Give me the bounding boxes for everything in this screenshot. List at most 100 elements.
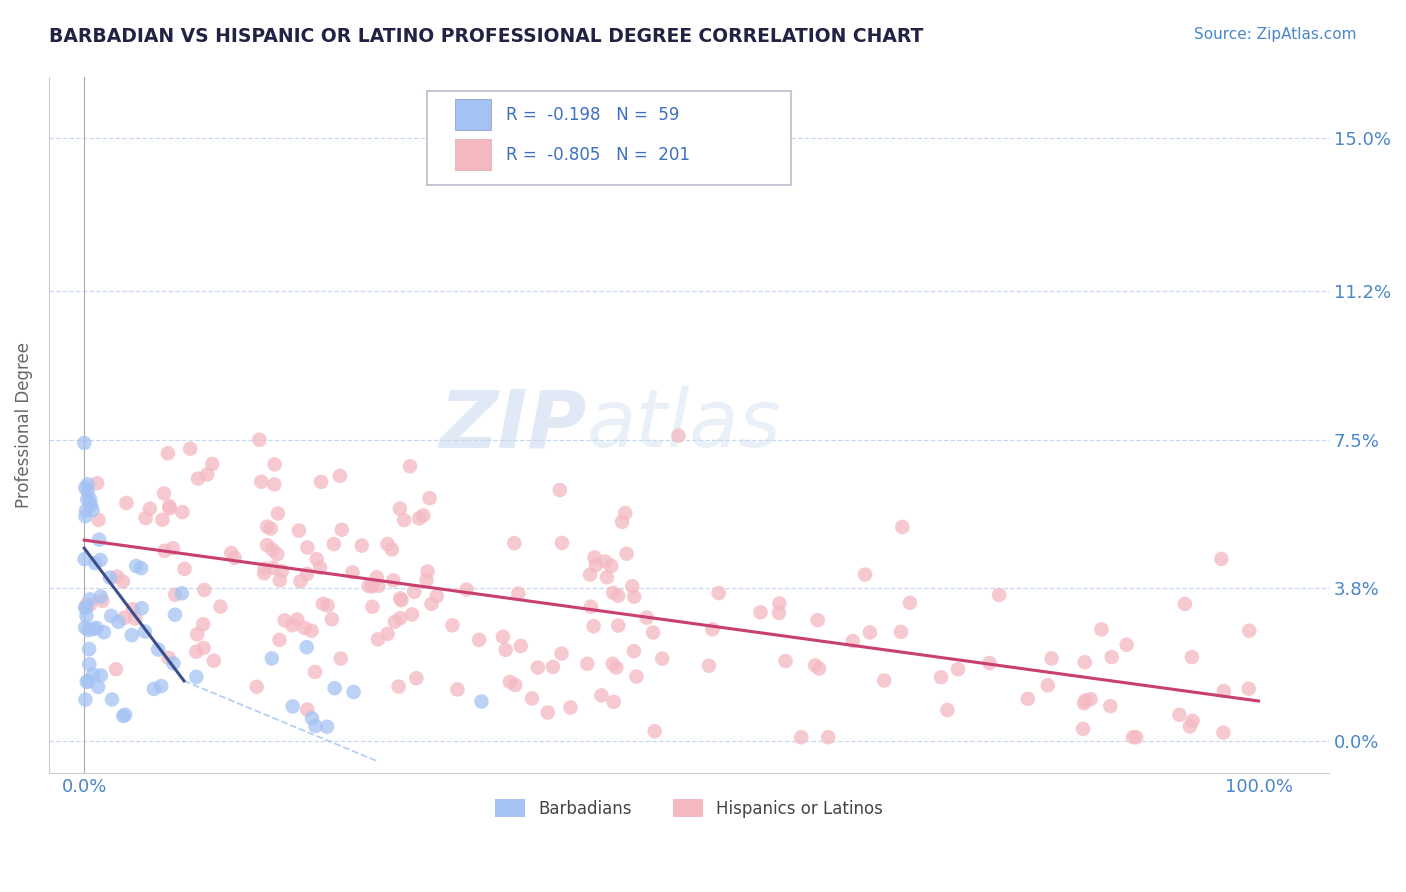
Point	[271, 564, 294, 578]
Point	[1071, 722, 1094, 736]
Point	[607, 618, 630, 632]
Point	[585, 558, 607, 572]
Point	[297, 702, 319, 716]
Point	[636, 610, 658, 624]
Point	[112, 709, 135, 723]
Point	[76, 484, 98, 499]
Point	[294, 621, 316, 635]
Point	[1073, 696, 1095, 710]
Point	[107, 615, 129, 629]
Point	[1212, 725, 1234, 739]
Point	[644, 724, 666, 739]
Point	[1074, 693, 1097, 707]
Point	[80, 498, 103, 512]
Point	[1212, 684, 1234, 698]
Point	[202, 654, 225, 668]
Point	[86, 621, 108, 635]
Point	[79, 598, 101, 612]
Point	[361, 599, 384, 614]
Point	[86, 476, 108, 491]
Point	[73, 552, 96, 566]
Point	[173, 562, 195, 576]
Point	[593, 554, 616, 568]
Point	[1074, 655, 1097, 669]
Y-axis label: Professional Degree: Professional Degree	[15, 343, 32, 508]
Point	[172, 505, 194, 519]
Point	[266, 547, 288, 561]
Point	[817, 730, 839, 744]
Point	[139, 501, 162, 516]
Point	[1017, 691, 1039, 706]
Point	[179, 442, 201, 456]
Point	[134, 624, 156, 639]
Point	[623, 644, 645, 658]
Point	[201, 457, 224, 471]
Point	[301, 624, 323, 638]
Point	[1211, 552, 1233, 566]
Point	[295, 566, 318, 581]
Point	[1090, 623, 1112, 637]
Point	[157, 650, 180, 665]
Point	[159, 501, 181, 516]
Point	[100, 609, 122, 624]
Point	[305, 552, 328, 566]
Point	[651, 651, 673, 665]
FancyBboxPatch shape	[454, 139, 491, 170]
Point	[1080, 692, 1102, 706]
Point	[256, 538, 278, 552]
Point	[256, 519, 278, 533]
Point	[1237, 681, 1260, 696]
Point	[707, 586, 730, 600]
Point	[156, 446, 179, 460]
Point	[509, 639, 531, 653]
Point	[150, 679, 173, 693]
Point	[84, 556, 107, 570]
Point	[399, 459, 422, 474]
Point	[859, 625, 882, 640]
Point	[79, 592, 101, 607]
Legend: Barbadians, Hispanics or Latinos: Barbadians, Hispanics or Latinos	[488, 793, 890, 824]
Point	[77, 642, 100, 657]
Point	[285, 612, 308, 626]
Point	[125, 559, 148, 574]
Point	[124, 611, 146, 625]
Point	[75, 609, 97, 624]
Point	[163, 607, 186, 622]
Point	[191, 617, 214, 632]
Point	[79, 657, 101, 672]
Point	[1168, 707, 1191, 722]
Text: R =  -0.805   N =  201: R = -0.805 N = 201	[506, 145, 690, 164]
Point	[76, 674, 98, 689]
Point	[775, 654, 797, 668]
Point	[135, 511, 157, 525]
Point	[77, 674, 100, 689]
Point	[79, 492, 101, 507]
Point	[342, 685, 364, 699]
Point	[260, 522, 283, 536]
Point	[263, 458, 285, 472]
Point	[456, 582, 478, 597]
Point	[114, 707, 136, 722]
Point	[602, 586, 624, 600]
Point	[499, 674, 522, 689]
Point	[121, 628, 143, 642]
Point	[416, 565, 439, 579]
Point	[749, 606, 772, 620]
Point	[111, 574, 134, 589]
Point	[297, 541, 319, 555]
Point	[1115, 638, 1137, 652]
Point	[384, 615, 406, 629]
Point	[560, 700, 582, 714]
Point	[165, 588, 187, 602]
Point	[583, 550, 606, 565]
Point	[187, 472, 209, 486]
Point	[263, 477, 285, 491]
Point	[520, 691, 543, 706]
Point	[195, 467, 218, 482]
Point	[929, 670, 952, 684]
Point	[350, 539, 373, 553]
Point	[330, 523, 353, 537]
Text: BARBADIAN VS HISPANIC OR LATINO PROFESSIONAL DEGREE CORRELATION CHART: BARBADIAN VS HISPANIC OR LATINO PROFESSI…	[49, 27, 924, 45]
Point	[224, 550, 246, 565]
Point	[170, 586, 193, 600]
